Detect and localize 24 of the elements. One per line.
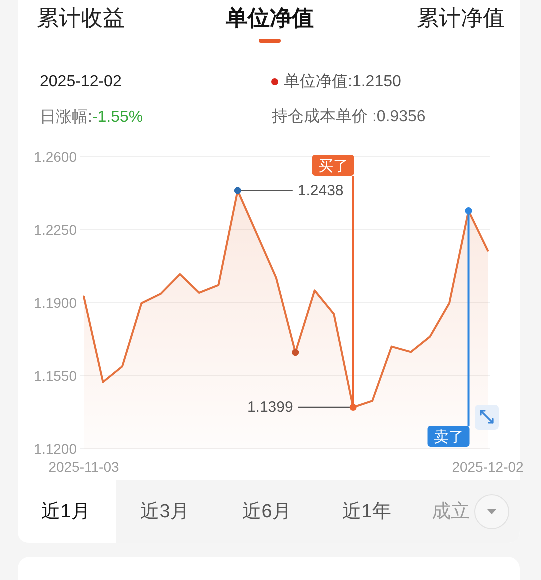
y-tick-label: 1.1200	[34, 441, 78, 457]
y-tick-label: 1.1550	[34, 368, 78, 384]
data-label: 1.2438	[298, 182, 344, 200]
point	[292, 349, 300, 356]
text: 成立	[432, 500, 470, 522]
x-tick-label: 2025-11-03	[48, 459, 120, 475]
chart-title: 单位净值	[225, 6, 314, 30]
point	[350, 404, 357, 411]
y-tick-label: 1.1900	[34, 295, 78, 311]
text: 近1年	[342, 502, 392, 522]
text: 累计收益	[37, 6, 125, 30]
text: 持仓成本单价 :0.9356	[272, 108, 426, 126]
text: 累计净值	[417, 6, 505, 30]
text: 近3月	[140, 502, 190, 522]
text: 单位净值:1.2150	[284, 72, 402, 90]
y-tick-label: 1.2600	[34, 149, 78, 165]
text: 2025-12-02	[40, 74, 122, 90]
text: 近6月	[242, 502, 292, 522]
text: 日涨幅:-1.55%	[40, 108, 144, 126]
data-label: 1.1399	[247, 398, 294, 416]
point	[465, 208, 472, 215]
y-tick-label: 1.2250	[34, 222, 78, 238]
text: 近1月	[42, 502, 90, 522]
point	[234, 187, 242, 194]
